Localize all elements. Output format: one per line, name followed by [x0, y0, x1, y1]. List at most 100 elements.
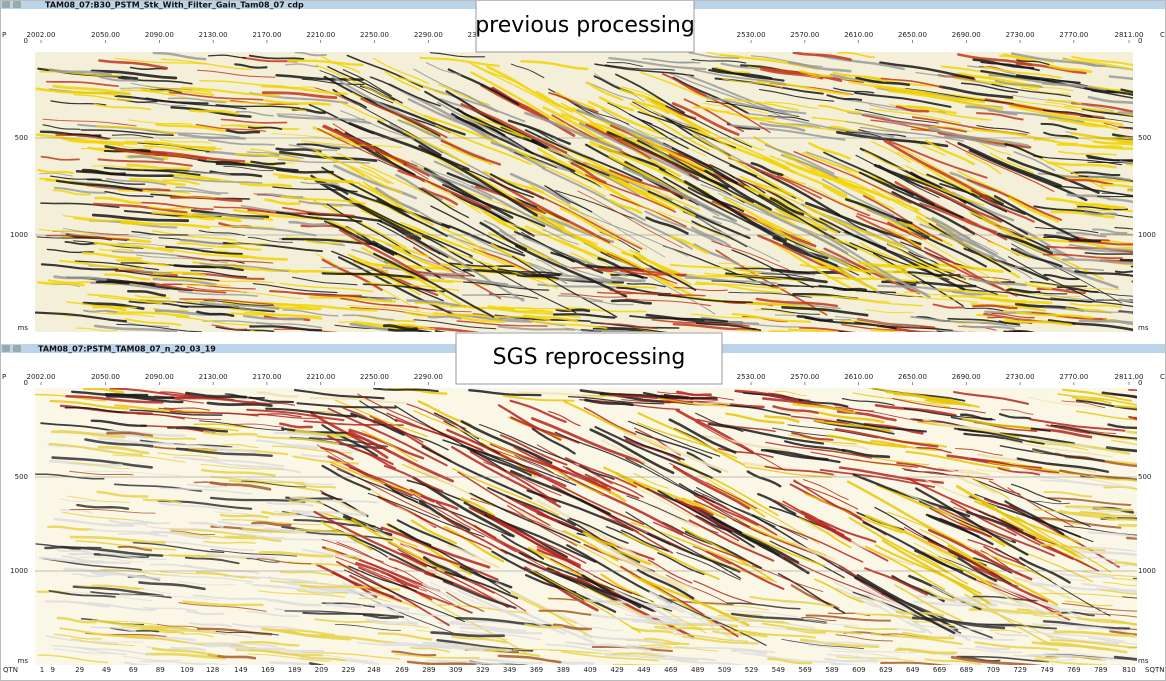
seismic-event: [1039, 641, 1110, 651]
seismic-event: [66, 133, 111, 140]
seismic-event: [557, 295, 604, 302]
time-label: 500: [1138, 134, 1151, 142]
seismic-event: [1053, 185, 1133, 197]
seismic-event: [1099, 183, 1133, 189]
seismic-event: [301, 140, 403, 148]
seismic-event: [865, 309, 914, 314]
seismic-event: [524, 225, 607, 261]
seismic-event: [836, 419, 927, 433]
seismic-event: [711, 240, 789, 271]
seismic-event: [739, 175, 793, 197]
seismic-event: [779, 525, 864, 563]
seismic-event: [264, 198, 301, 205]
seismic-event: [90, 419, 148, 427]
seismic-event: [235, 152, 301, 162]
overlay-box: [455, 332, 723, 385]
seismic-event: [246, 408, 345, 422]
seismic-event: [144, 652, 227, 660]
seismic-event: [188, 621, 233, 628]
seismic-event: [560, 293, 628, 298]
seismic-event: [564, 457, 638, 488]
seismic-event: [661, 73, 707, 97]
seismic-event: [1013, 151, 1056, 172]
seismic-event: [322, 125, 418, 168]
seismic-event: [841, 74, 886, 83]
seismic-event: [1008, 104, 1124, 126]
seismic-event: [215, 631, 279, 636]
seismic-event: [682, 635, 759, 645]
seismic-event: [295, 528, 366, 538]
seismic-event: [188, 521, 224, 528]
seismic-event: [819, 555, 866, 582]
corner-label: C: [1160, 31, 1165, 39]
seismic-event: [991, 312, 1035, 319]
seismic-event: [695, 281, 782, 294]
seismic-event: [451, 191, 509, 224]
seismic-event: [891, 191, 976, 235]
bottom-axis-end: SQTN: [1145, 666, 1164, 674]
seismic-event: [118, 269, 220, 282]
seismic-event: [621, 86, 663, 102]
seismic-event: [473, 116, 532, 140]
seismic-event: [95, 280, 156, 286]
qtn-label: 49: [102, 666, 111, 674]
seismic-event: [141, 201, 214, 211]
seismic-event: [929, 507, 993, 538]
seismic-event: [759, 66, 843, 83]
seismic-event: [989, 629, 1022, 634]
seismic-event: [570, 162, 607, 184]
seismic-event: [258, 551, 334, 558]
seismic-event: [854, 321, 953, 331]
seismic-event: [495, 581, 587, 628]
seismic-event: [469, 439, 570, 481]
seismic-event: [617, 138, 699, 179]
seismic-event: [761, 308, 820, 315]
seismic-event: [693, 489, 808, 540]
seismic-event: [612, 663, 645, 665]
seismic-event: [229, 308, 322, 318]
seismic-event: [479, 423, 576, 464]
seismic-event: [453, 89, 498, 113]
seismic-event: [922, 551, 995, 587]
seismic-event: [1039, 544, 1106, 552]
seismic-event: [330, 463, 440, 519]
seismic-event: [675, 408, 755, 455]
seismic-event: [373, 418, 424, 443]
seismic-event: [585, 123, 624, 141]
seismic-event: [362, 430, 419, 462]
seismic-event: [491, 86, 550, 121]
seismic-event: [584, 143, 683, 200]
cdp-label: 2730.00: [1006, 373, 1035, 381]
seismic-event: [185, 391, 248, 399]
seismic-event: [377, 120, 442, 157]
window-icon[interactable]: [2, 345, 10, 352]
seismic-event: [650, 58, 701, 64]
seismic-event: [444, 571, 519, 600]
seismic-event: [44, 600, 110, 608]
seismic-event: [341, 406, 376, 424]
seismic-event: [427, 315, 462, 320]
seismic-event: [1050, 210, 1116, 219]
seismic-event: [555, 190, 636, 220]
seismic-event: [250, 329, 265, 332]
seismic-event: [594, 73, 646, 103]
seismic-event: [686, 84, 771, 134]
seismic-event: [762, 156, 848, 197]
seismic-event: [922, 588, 956, 602]
seismic-event: [111, 134, 154, 138]
seismic-event: [142, 498, 182, 504]
window-icon[interactable]: [13, 1, 21, 8]
seismic-event: [1043, 307, 1133, 313]
seismic-event: [1127, 188, 1133, 191]
window-icon[interactable]: [2, 1, 10, 8]
seismic-event: [210, 548, 298, 557]
seismic-event: [326, 203, 411, 255]
seismic-event: [764, 465, 834, 476]
seismic-event: [730, 630, 772, 636]
cdp-label: 2811.00: [1115, 373, 1144, 381]
seismic-event: [489, 177, 611, 244]
window-icon[interactable]: [13, 345, 21, 352]
seismic-event: [35, 473, 105, 480]
seismic-event: [373, 252, 495, 318]
cdp-label: 2610.00: [844, 373, 873, 381]
